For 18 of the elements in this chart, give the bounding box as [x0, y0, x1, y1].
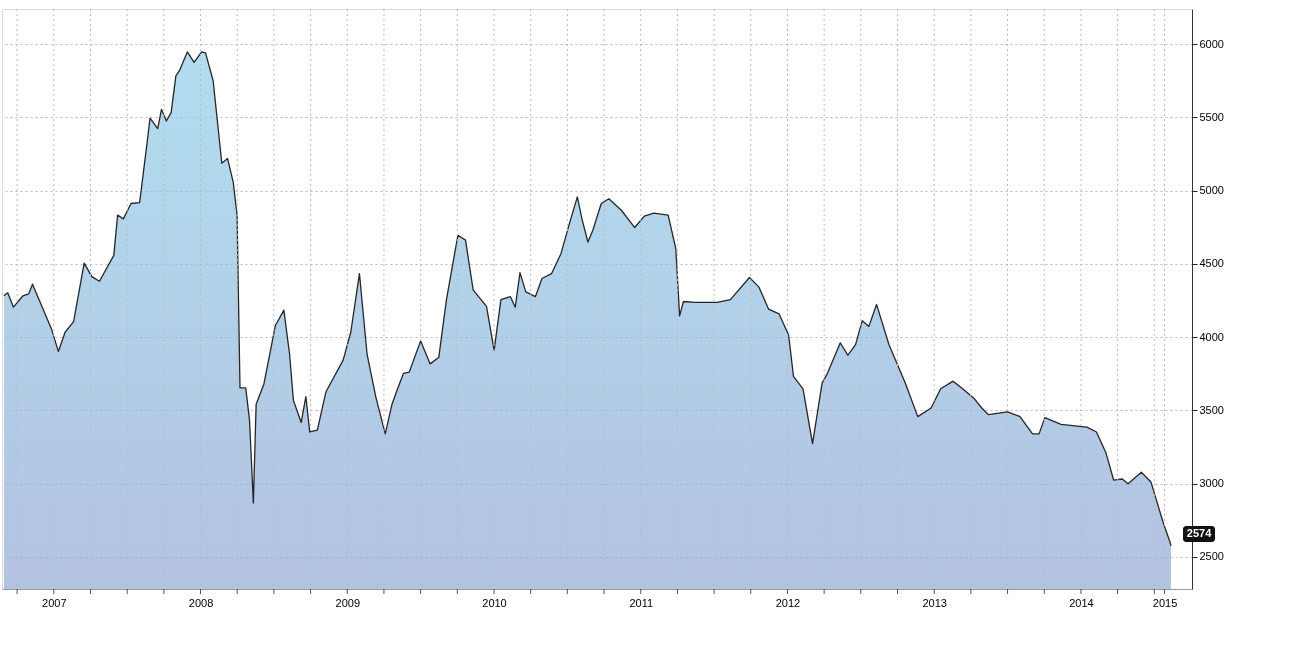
y-tick-label: 2500: [1199, 550, 1224, 563]
x-tick-label: 2010: [482, 596, 507, 609]
x-tick-label: 2013: [922, 596, 947, 609]
y-tick-label: 6000: [1199, 37, 1224, 50]
y-tick-label: 5000: [1199, 184, 1224, 197]
x-tick-label: 2007: [42, 596, 67, 609]
y-tick-label: 3500: [1199, 403, 1224, 416]
x-tick-label: 2009: [335, 596, 360, 609]
x-tick-label: 2014: [1069, 596, 1094, 609]
x-tick-label: 2008: [188, 596, 214, 609]
x-tick-label: 2011: [629, 596, 654, 609]
y-tick-label: 5500: [1199, 110, 1224, 123]
annotation: 2574: [1186, 526, 1213, 539]
y-tick-label: 4500: [1199, 257, 1224, 270]
x-tick-label: 2012: [775, 596, 801, 609]
y-tick-label: 3000: [1199, 477, 1224, 490]
x-tick-label: 2015: [1152, 596, 1178, 609]
y-tick-label: 4000: [1199, 330, 1224, 343]
